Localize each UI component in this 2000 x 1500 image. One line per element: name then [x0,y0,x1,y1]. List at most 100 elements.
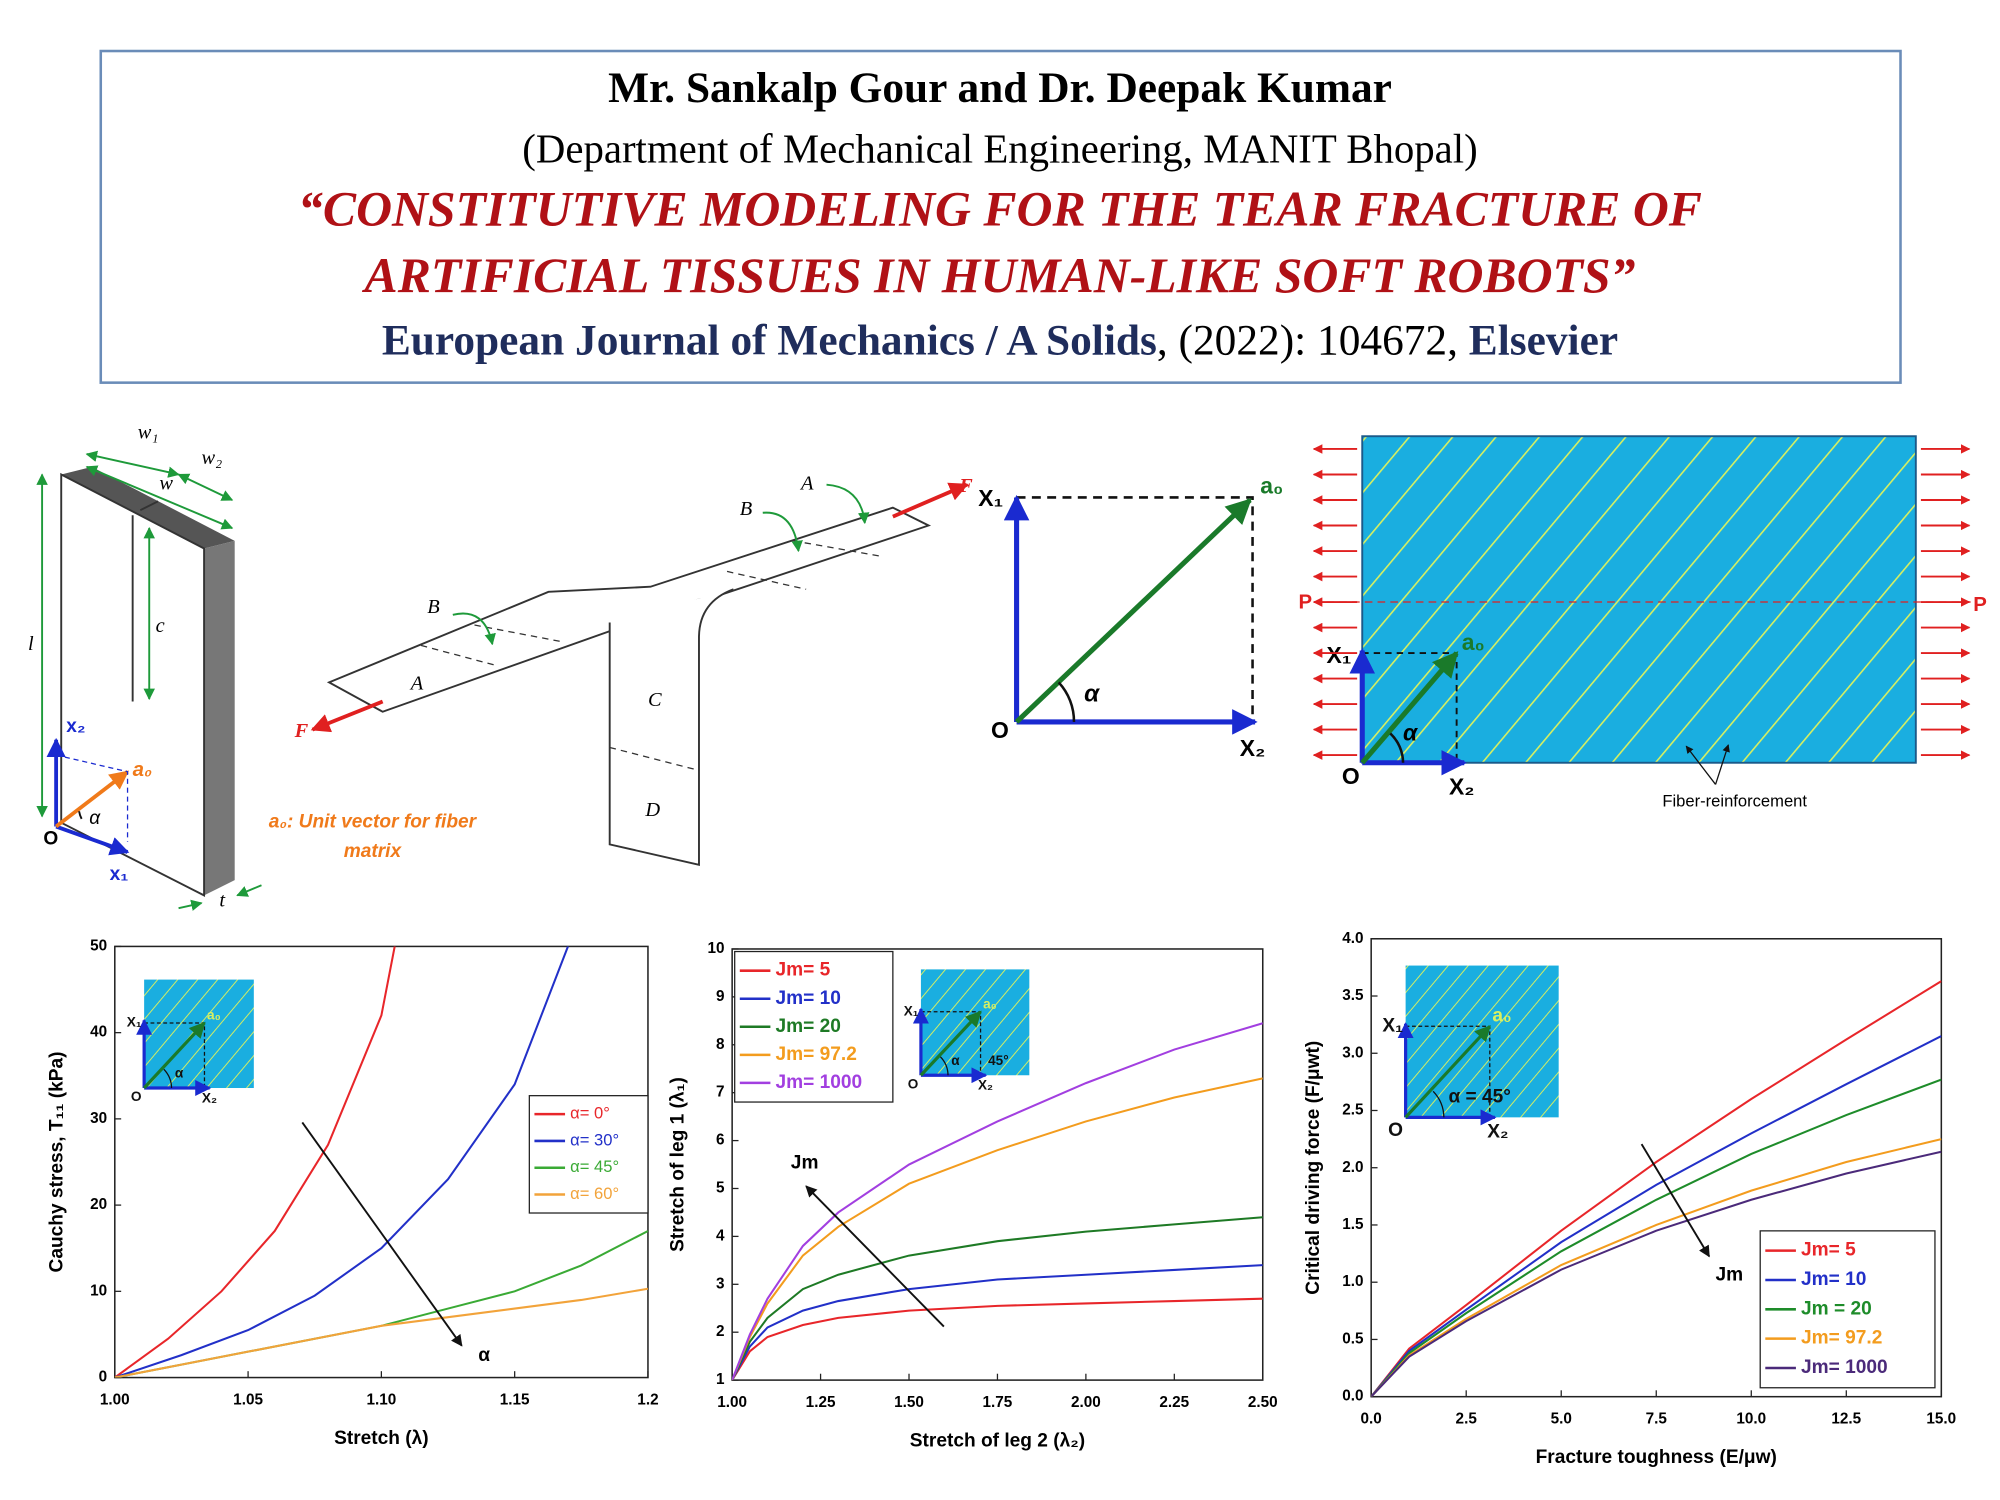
paper-title: “CONSTITUTIVE MODELING FOR THE TEAR FRAC… [298,182,1702,237]
header-box [99,49,1902,384]
x-tick-label: 1.15 [500,1392,530,1409]
y-tick-label: 1.0 [1342,1273,1363,1290]
angle-arc [1057,681,1076,722]
label: a₀ [1462,629,1485,655]
y-tick-label: 20 [90,1196,107,1213]
force [892,482,969,519]
inset-label: a₀ [983,997,997,1012]
y-tick-label: 4.0 [1342,930,1363,947]
force [310,699,384,733]
y-tick-label: 1 [716,1371,725,1388]
fold-arrow [826,483,870,525]
chart: 0.0 2.5 5.0 7.5 10.0 12.5 15.0 0.0 0.5 1.0 1.5 2.0 2… [1303,930,1956,1468]
series-line [114,1287,648,1378]
legend-label: Jm= 97.2 [1801,1328,1882,1349]
series-line [732,1022,1263,1381]
label: B [740,498,752,520]
label: O [1342,763,1360,789]
y-tick-label: 6 [716,1132,725,1149]
legend-label: α= 0° [570,1104,610,1123]
y-tick-label: 8 [716,1036,725,1053]
guide [55,754,129,842]
x-tick-label: 1.00 [100,1392,130,1409]
inset-label: α [951,1053,960,1068]
inset-label: X₁ [1382,1015,1403,1036]
inset-label: α [175,1066,184,1081]
x-tick-label: 1.10 [366,1392,396,1409]
cut [793,540,881,557]
legend-label: Jm= 1000 [1801,1357,1888,1378]
plate-diagram: P P X₁ a₀ α O X₂ Fiber-reinforcement [1298,435,1987,811]
tongue [608,588,734,866]
chart: 1.00 1.05 1.10 1.15 1.2 0 10 20 30 40 50 Stretch (λ… [46,937,658,1448]
x-axis-label: Stretch (λ) [334,1428,429,1449]
y-tick-label: 0.0 [1342,1388,1363,1405]
legend-label: Jm= 10 [1801,1269,1866,1290]
inset-label: X₁ [904,1003,919,1018]
x-tick-label: 1.75 [983,1394,1013,1411]
legend-label: Jm= 5 [1801,1240,1856,1261]
cut [474,624,562,643]
label: a₀ [1260,472,1283,498]
y-tick-label: 0.5 [1342,1330,1364,1347]
y-tick-label: 3.5 [1342,987,1364,1004]
annotation: Jm [1716,1265,1744,1286]
paper-title: ARTIFICIAL TISSUES IN HUMAN-LIKE SOFT RO… [362,248,1636,303]
annotation: Jm [791,1152,819,1173]
cut [726,570,807,590]
x-tick-label: 0.0 [1361,1411,1382,1428]
fold-arrow [762,511,803,553]
dim-w [85,465,234,530]
label: x₁ [110,864,129,885]
y-tick-label: 40 [90,1024,107,1041]
authors: Mr. Sankalp Gour and Dr. Deepak Kumar [608,64,1392,112]
y-tick-label: 9 [716,988,725,1005]
inset-label: O [1388,1120,1403,1141]
legend-label: Jm= 97.2 [776,1044,857,1065]
series-line [732,1077,1263,1381]
inset-label: X₂ [978,1078,993,1093]
pointer [1685,745,1717,785]
label: α [1403,720,1419,746]
annotation-arrow [301,1121,463,1347]
trouser-diagram: A B F A B C D F [294,472,973,866]
dim-t [236,884,262,897]
journal: European Journal of Mechanics / A Solids [382,316,1157,364]
legend-label: α= 45° [570,1157,619,1176]
fiber-vector [1014,498,1252,724]
series-line [114,946,396,1378]
series-line [1371,980,1942,1397]
label: A [409,673,424,695]
x-tick-label: 1.2 [637,1392,658,1409]
label: X₂ [1449,773,1474,799]
x-tick-label: 2.00 [1071,1394,1101,1411]
label: P [1298,592,1312,614]
label: F [958,475,973,497]
inset-vector [919,1010,982,1077]
citation-line: European Journal of Mechanics / A Solids… [382,316,1618,364]
label: X₁ [1327,642,1352,668]
label: D [644,799,660,821]
annotation: α [478,1345,490,1366]
label: O [991,717,1009,743]
y-tick-label: 10 [707,940,724,957]
legend-label: α= 30° [570,1130,619,1149]
x-tick-label: 2.50 [1248,1394,1278,1411]
series-line [732,1264,1263,1381]
series-line [1371,1078,1942,1397]
plate [1361,435,1917,764]
y-tick-label: 2 [716,1323,725,1340]
inset-label: O [131,1089,142,1104]
x-tick-label: 2.25 [1159,1394,1189,1411]
label: A [799,472,814,494]
legend-label: Jm= 10 [776,988,841,1009]
y-tick-label: 10 [90,1282,107,1299]
inset-vector [1404,1025,1491,1119]
inset-label: X₂ [1487,1122,1508,1143]
series-line [732,1216,1263,1381]
series-line [1371,1138,1942,1397]
y-tick-label: 2.5 [1342,1102,1364,1119]
guide [1016,496,1254,721]
